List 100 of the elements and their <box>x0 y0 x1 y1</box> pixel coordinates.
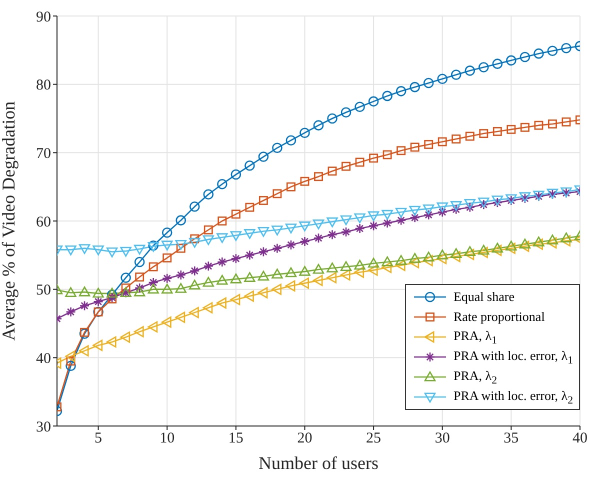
point <box>299 222 310 232</box>
point <box>561 42 572 54</box>
x-tick-label: 40 <box>572 430 588 447</box>
point <box>520 122 530 132</box>
point <box>285 267 297 278</box>
point <box>300 176 310 186</box>
point <box>438 137 447 146</box>
point <box>202 276 214 287</box>
y-tick-label: 90 <box>36 9 51 26</box>
point <box>409 206 420 216</box>
point <box>464 66 476 76</box>
point <box>368 258 380 268</box>
point <box>492 127 502 136</box>
point <box>162 316 172 328</box>
point <box>258 152 269 162</box>
point <box>244 272 256 282</box>
point <box>340 269 350 281</box>
point <box>396 146 406 156</box>
legend-label: Equal share <box>453 289 514 305</box>
point <box>562 117 571 126</box>
point <box>437 74 448 84</box>
point <box>244 290 254 302</box>
point <box>65 245 76 256</box>
point <box>272 284 282 295</box>
point <box>312 219 324 230</box>
point <box>326 262 338 272</box>
legend-label: PRA with loc. error, λ$_{1}$ <box>453 348 573 366</box>
point <box>328 166 337 176</box>
point <box>190 234 200 244</box>
point <box>230 294 240 306</box>
point <box>230 273 242 284</box>
point <box>162 240 173 251</box>
point <box>354 266 364 278</box>
y-tick-label: 70 <box>36 146 51 162</box>
point <box>450 201 462 211</box>
point <box>258 196 268 205</box>
point <box>92 340 103 351</box>
point <box>506 240 517 251</box>
point <box>189 238 200 248</box>
point <box>134 244 146 255</box>
x-axis-title: Number of users <box>258 453 378 473</box>
point <box>436 250 448 260</box>
point <box>272 142 282 154</box>
point <box>78 244 90 254</box>
point <box>395 255 407 265</box>
point <box>244 160 255 171</box>
x-tick-label: 25 <box>366 430 382 447</box>
point <box>478 62 489 72</box>
point <box>560 235 570 246</box>
point <box>519 238 531 248</box>
point <box>134 256 145 268</box>
point <box>202 302 213 314</box>
point <box>464 248 474 260</box>
point <box>464 198 476 209</box>
point <box>478 244 490 255</box>
point <box>78 286 90 296</box>
point <box>410 82 420 92</box>
point <box>368 211 380 222</box>
point <box>340 261 352 272</box>
point <box>120 246 132 257</box>
point <box>285 280 296 292</box>
point <box>533 238 543 250</box>
point <box>162 227 172 238</box>
point <box>272 268 283 279</box>
point <box>368 264 378 276</box>
point <box>395 260 406 272</box>
point <box>546 237 557 248</box>
point <box>547 46 558 56</box>
point <box>423 252 434 262</box>
point <box>299 278 309 289</box>
legend-label: PRA, λ$_{1}$ <box>453 328 497 346</box>
point <box>452 134 461 144</box>
point <box>189 306 199 318</box>
point <box>148 321 158 333</box>
point <box>286 182 296 192</box>
point <box>506 242 516 254</box>
x-tick-label: 35 <box>504 430 519 447</box>
point <box>355 158 364 167</box>
point <box>189 280 200 290</box>
point <box>92 288 104 298</box>
point <box>176 244 186 253</box>
point <box>478 198 490 208</box>
y-tick-label: 50 <box>36 282 51 299</box>
x-tick-label: 5 <box>94 430 102 447</box>
point <box>492 196 504 206</box>
point <box>492 58 503 69</box>
point <box>313 120 324 130</box>
point <box>258 270 270 281</box>
point <box>231 210 240 219</box>
point <box>382 256 393 266</box>
point <box>162 253 172 262</box>
point <box>312 274 323 286</box>
point <box>340 215 352 226</box>
point <box>520 52 530 62</box>
point <box>175 283 186 293</box>
point <box>312 264 324 274</box>
point <box>436 202 448 212</box>
point <box>175 240 186 250</box>
point <box>134 326 144 338</box>
point <box>533 236 544 246</box>
